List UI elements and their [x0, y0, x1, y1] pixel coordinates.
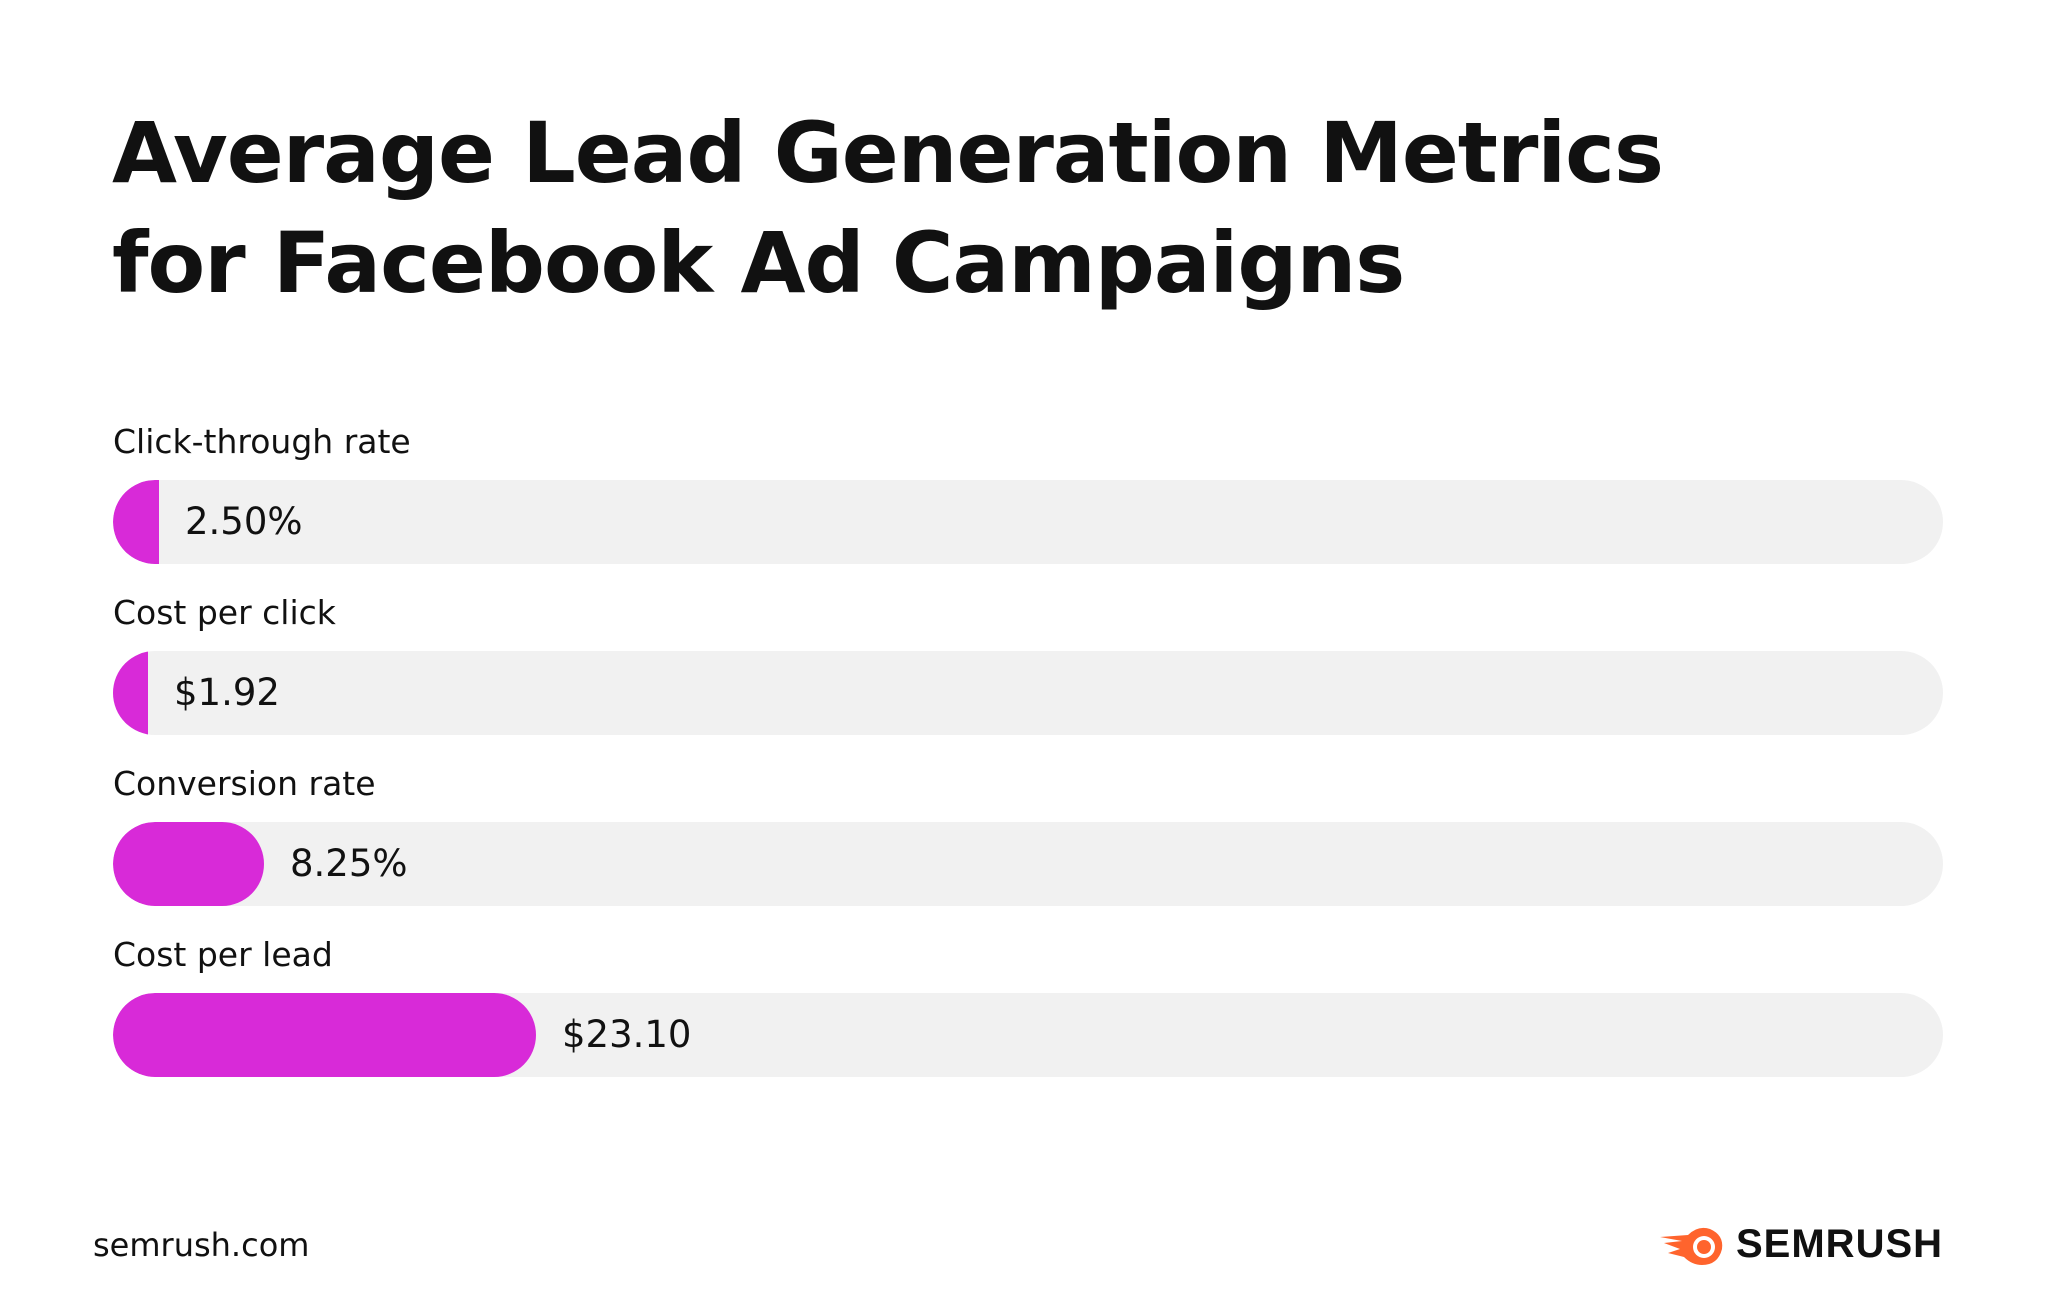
bar-track: 2.50% [113, 480, 1943, 564]
bar-track: 8.25% [113, 822, 1943, 906]
bar [113, 993, 536, 1077]
bar [113, 480, 159, 564]
bar-category-label: Click-through rate [113, 422, 411, 461]
bar [113, 651, 148, 735]
bar-category-label: Conversion rate [113, 764, 376, 803]
title-line-1: Average Lead Generation Metrics [112, 104, 1664, 202]
logo-text: SEMRUSH [1736, 1222, 1944, 1266]
chart-title: Average Lead Generation Metrics for Face… [112, 98, 1664, 318]
bar [113, 822, 264, 906]
semrush-logo: SEMRUSH [1658, 1222, 1943, 1267]
semrush-fireball-icon [1660, 1227, 1723, 1265]
bar-value-label: 2.50% [185, 500, 303, 543]
bar-category-label: Cost per lead [113, 935, 333, 974]
bar-category-label: Cost per click [113, 593, 336, 632]
footer-site-url: semrush.com [93, 1226, 310, 1264]
bar-value-label: $23.10 [562, 1013, 692, 1056]
title-line-2: for Facebook Ad Campaigns [112, 214, 1405, 312]
bar-track: $1.92 [113, 651, 1943, 735]
bar-track: $23.10 [113, 993, 1943, 1077]
bar-value-label: 8.25% [290, 842, 408, 885]
bar-value-label: $1.92 [174, 671, 280, 714]
